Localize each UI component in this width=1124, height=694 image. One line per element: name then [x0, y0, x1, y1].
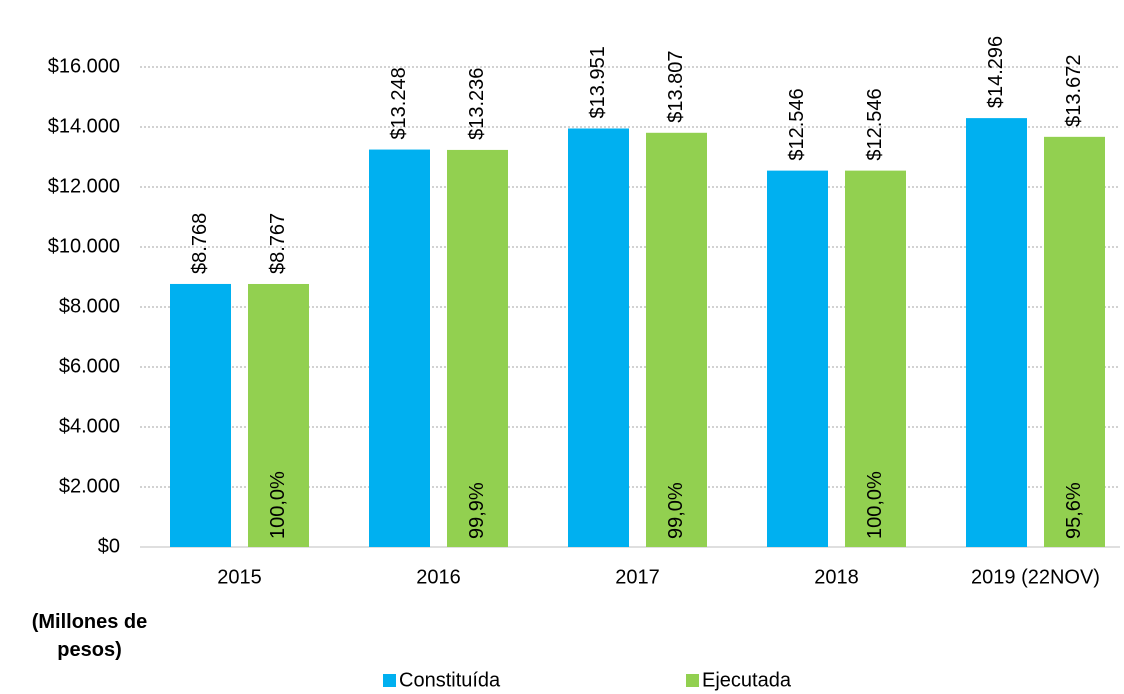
bar	[767, 170, 828, 547]
percent-label: 99,0%	[665, 482, 687, 539]
legend-swatch	[686, 674, 699, 687]
value-label: $13.236	[466, 68, 488, 140]
legend-label: Constituída	[399, 669, 501, 691]
value-label: $14.296	[985, 36, 1007, 108]
x-tick-label: 2019 (22NOV)	[971, 566, 1100, 588]
percent-label: 95,6%	[1063, 482, 1085, 539]
y-tick-label: $0	[98, 535, 120, 557]
value-label: $13.248	[388, 67, 410, 139]
value-label: $13.672	[1063, 55, 1085, 127]
percent-label: 100,0%	[267, 471, 289, 539]
y-tick-label: $2.000	[59, 475, 120, 497]
value-label: $12.546	[786, 88, 808, 160]
y-tick-label: $10.000	[48, 235, 120, 257]
x-tick-label: 2015	[217, 566, 262, 588]
bar	[646, 132, 707, 548]
bar	[1044, 136, 1105, 547]
value-label: $13.807	[665, 50, 687, 122]
percent-label: 99,9%	[466, 482, 488, 539]
x-tick-label: 2018	[814, 566, 859, 588]
bar	[845, 170, 906, 547]
bar	[170, 283, 231, 547]
y-tick-label: $6.000	[59, 355, 120, 377]
value-label: $13.951	[587, 46, 609, 118]
legend-swatch	[383, 674, 396, 687]
y-tick-label: $14.000	[48, 115, 120, 137]
value-label: $12.546	[864, 88, 886, 160]
bar	[966, 118, 1027, 548]
bar	[369, 149, 430, 547]
bar	[248, 283, 309, 547]
y-tick-label: $8.000	[59, 295, 120, 317]
value-label: $8.767	[267, 213, 289, 274]
y-axis-label: (Millones de pesos)	[31, 611, 148, 661]
legend-label: Ejecutada	[702, 669, 792, 691]
y-tick-label: $4.000	[59, 415, 120, 437]
bar	[447, 149, 508, 548]
x-tick-label: 2017	[615, 566, 660, 588]
y-tick-label: $16.000	[48, 55, 120, 77]
x-tick-label: 2016	[416, 566, 461, 588]
value-label: $8.768	[189, 213, 211, 274]
bar	[568, 128, 629, 547]
y-tick-label: $12.000	[48, 175, 120, 197]
percent-label: 100,0%	[864, 471, 886, 539]
